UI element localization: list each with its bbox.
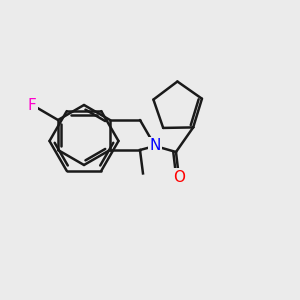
Text: N: N bbox=[149, 139, 161, 154]
Text: O: O bbox=[173, 170, 185, 185]
Text: F: F bbox=[28, 98, 36, 112]
